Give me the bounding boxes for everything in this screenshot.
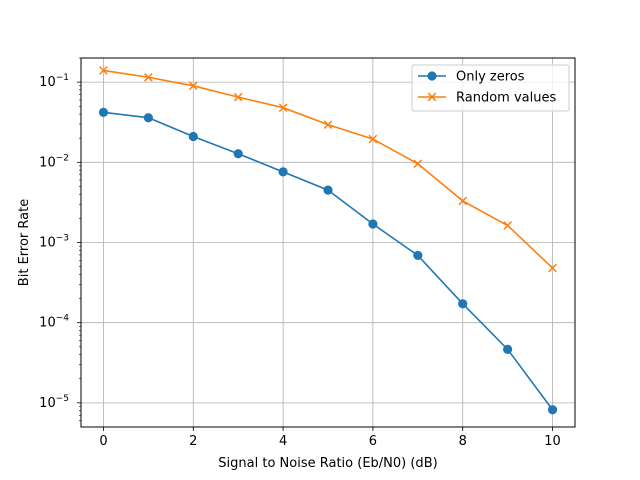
series-1	[99, 66, 557, 273]
x-tick-label: 6	[369, 434, 377, 449]
y-tick-label: 10−5	[39, 394, 69, 411]
data-point	[188, 131, 198, 142]
legend-box	[411, 64, 570, 112]
x-tick-label: 10	[544, 434, 561, 449]
x-tick-label: 4	[279, 434, 287, 449]
x-tick-label: 0	[99, 434, 107, 449]
data-point	[144, 72, 153, 82]
legend-item: Random values	[418, 91, 556, 106]
data-point	[188, 81, 198, 91]
data-point	[503, 344, 513, 354]
data-point	[548, 263, 557, 273]
y-tick-label: 10−3	[39, 234, 69, 251]
legend-marker	[427, 92, 437, 102]
plot-series	[98, 66, 558, 415]
data-point	[99, 66, 108, 75]
axis-ticks: 0 2 4 6 8 10 10−5 10−4 10−3 10−2 10−1	[39, 57, 561, 449]
data-point	[323, 120, 333, 129]
legend-label: Only zeros	[456, 70, 525, 85]
x-tick-label: 2	[189, 434, 197, 449]
data-point	[98, 107, 109, 117]
data-point	[413, 159, 423, 169]
legend: Only zeros Random values	[411, 64, 570, 112]
data-point	[458, 299, 468, 309]
legend-items: Only zeros Random values	[418, 70, 556, 106]
legend-marker	[427, 71, 437, 81]
data-point	[503, 221, 512, 230]
y-axis-label: Bit Error Rate	[17, 199, 32, 286]
data-point	[413, 250, 423, 261]
data-point	[143, 113, 153, 123]
data-point	[368, 219, 378, 229]
data-point	[233, 92, 243, 102]
data-point	[323, 185, 333, 195]
y-tick-label: 10−1	[39, 73, 69, 90]
data-point	[368, 134, 378, 144]
data-point	[547, 405, 558, 415]
x-axis-label: Signal to Noise Ratio (Eb/N0) (dB)	[218, 456, 437, 471]
y-tick-label: 10−2	[39, 153, 69, 170]
data-point	[458, 196, 468, 206]
series-0	[98, 107, 558, 415]
data-point	[278, 167, 288, 177]
data-point	[233, 149, 243, 159]
legend-label: Random values	[456, 91, 556, 106]
y-tick-label: 10−4	[39, 314, 69, 331]
legend-item: Only zeros	[418, 70, 525, 85]
x-tick-label: 8	[459, 434, 467, 449]
data-point	[278, 103, 288, 113]
